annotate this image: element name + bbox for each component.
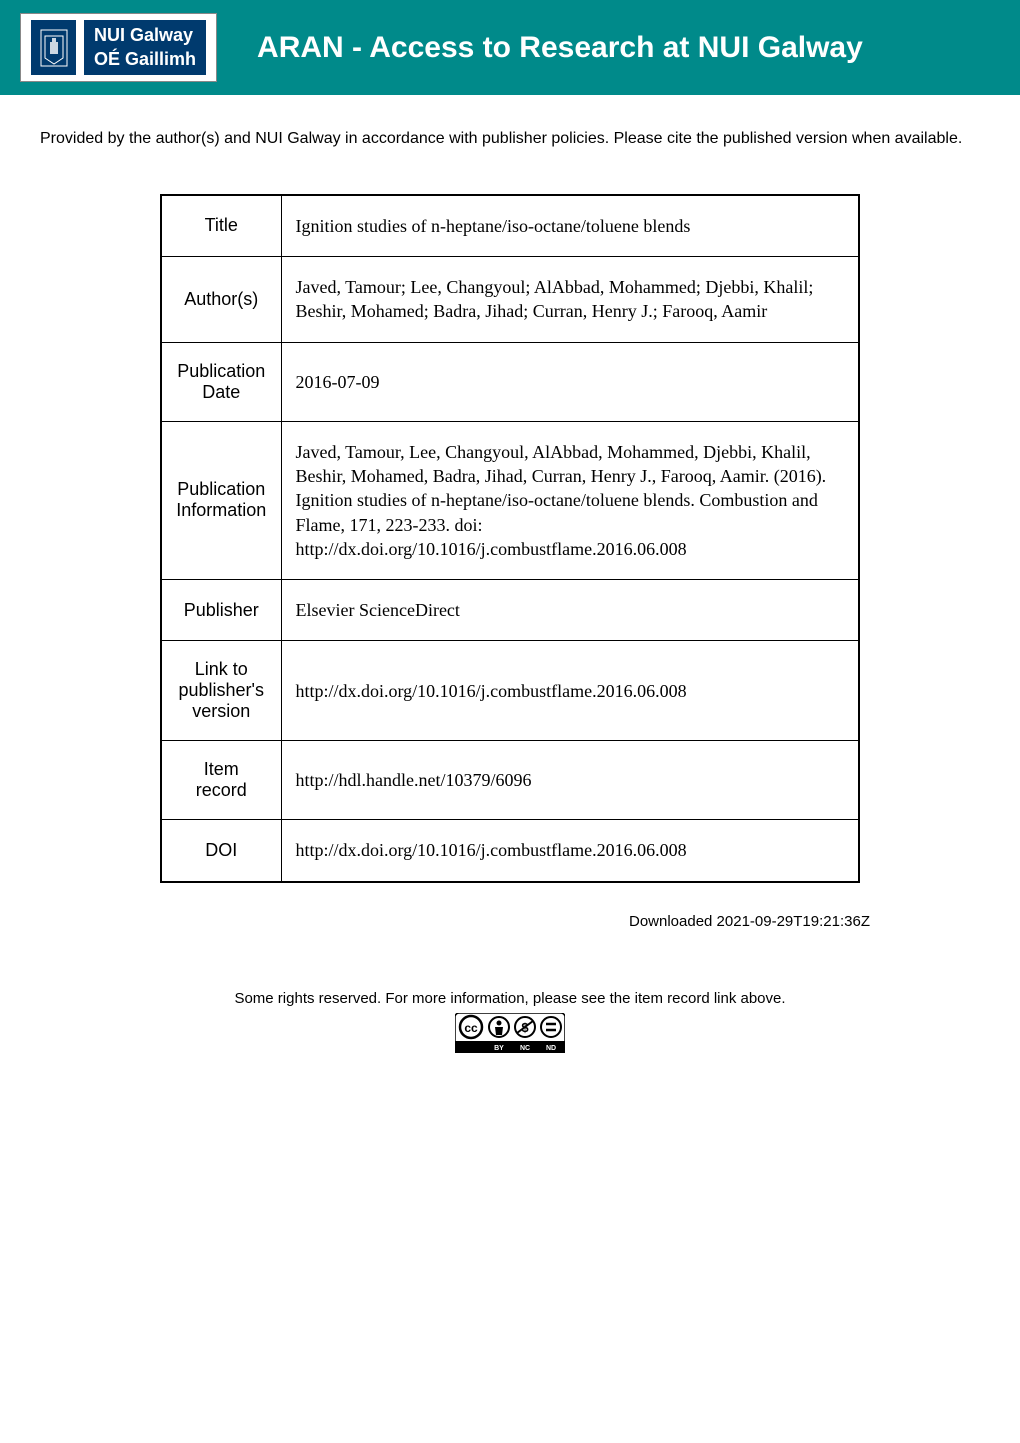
value-authors: Javed, Tamour; Lee, Changyoul; AlAbbad, … [281, 257, 859, 343]
table-row: Title Ignition studies of n-heptane/iso-… [161, 195, 859, 257]
label-authors: Author(s) [161, 257, 281, 343]
label-pubinfo: Publication Information [161, 421, 281, 579]
logo-text: NUI Galway OÉ Gaillimh [84, 20, 206, 75]
metadata-table-body: Title Ignition studies of n-heptane/iso-… [161, 195, 859, 882]
label-pubdate: Publication Date [161, 342, 281, 421]
cc-license-icon[interactable]: cc BY $ NC ND [40, 1013, 980, 1057]
logo-text-en: NUI Galway [94, 24, 196, 47]
value-doi[interactable]: http://dx.doi.org/10.1016/j.combustflame… [281, 820, 859, 882]
label-title: Title [161, 195, 281, 257]
value-item-record[interactable]: http://hdl.handle.net/10379/6096 [281, 741, 859, 820]
table-row: Publication Date 2016-07-09 [161, 342, 859, 421]
university-logo: NUI Galway OÉ Gaillimh [20, 13, 217, 82]
value-publisher: Elsevier ScienceDirect [281, 580, 859, 641]
intro-text: Provided by the author(s) and NUI Galway… [40, 125, 980, 154]
content-area: Provided by the author(s) and NUI Galway… [0, 95, 1020, 1097]
metadata-table: Title Ignition studies of n-heptane/iso-… [160, 194, 860, 883]
rights-text: Some rights reserved. For more informati… [40, 990, 980, 1007]
logo-crest-icon [31, 20, 76, 75]
svg-text:BY: BY [494, 1045, 504, 1052]
value-pubinfo: Javed, Tamour, Lee, Changyoul, AlAbbad, … [281, 421, 859, 579]
svg-text:NC: NC [520, 1045, 530, 1052]
header-title: ARAN - Access to Research at NUI Galway [257, 31, 863, 65]
rights-block: Some rights reserved. For more informati… [40, 990, 980, 1057]
table-row: Link to publisher's version http://dx.do… [161, 641, 859, 741]
label-publisher: Publisher [161, 580, 281, 641]
svg-text:ND: ND [546, 1045, 556, 1052]
table-row: Publication Information Javed, Tamour, L… [161, 421, 859, 579]
label-publisher-link: Link to publisher's version [161, 641, 281, 741]
table-row: Item record http://hdl.handle.net/10379/… [161, 741, 859, 820]
svg-text:cc: cc [464, 1021, 478, 1035]
table-row: Publisher Elsevier ScienceDirect [161, 580, 859, 641]
label-doi: DOI [161, 820, 281, 882]
header-bar: NUI Galway OÉ Gaillimh ARAN - Access to … [0, 0, 1020, 95]
label-item-record: Item record [161, 741, 281, 820]
downloaded-timestamp: Downloaded 2021-09-29T19:21:36Z [40, 913, 980, 930]
logo-text-ga: OÉ Gaillimh [94, 48, 196, 71]
value-publisher-link[interactable]: http://dx.doi.org/10.1016/j.combustflame… [281, 641, 859, 741]
value-title: Ignition studies of n-heptane/iso-octane… [281, 195, 859, 257]
value-pubdate: 2016-07-09 [281, 342, 859, 421]
table-row: Author(s) Javed, Tamour; Lee, Changyoul;… [161, 257, 859, 343]
table-row: DOI http://dx.doi.org/10.1016/j.combustf… [161, 820, 859, 882]
